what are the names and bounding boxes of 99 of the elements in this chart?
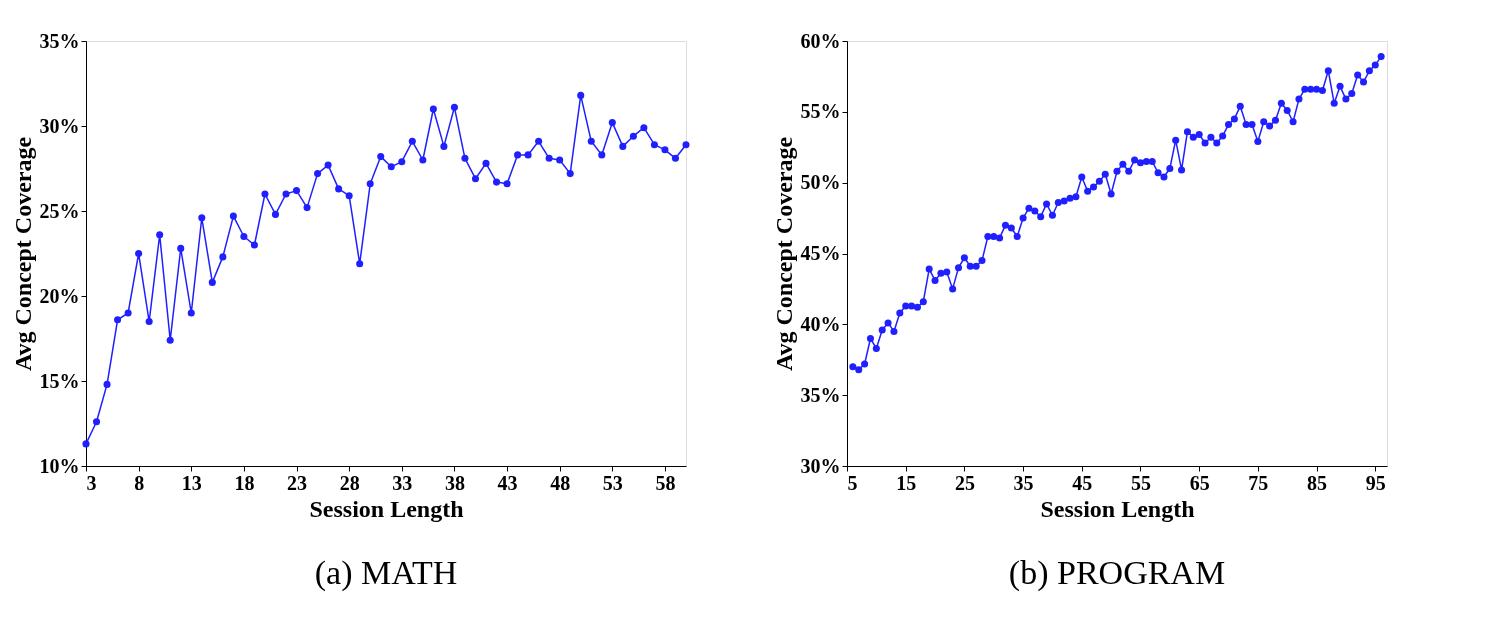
point	[398, 158, 406, 166]
x-axis-title: Session Length	[309, 495, 464, 522]
point	[335, 185, 343, 193]
point	[440, 142, 448, 150]
point	[103, 380, 111, 388]
point	[261, 190, 269, 198]
point	[177, 244, 185, 252]
point	[682, 141, 690, 149]
x-tick-label: 45	[1072, 471, 1093, 494]
point	[366, 180, 374, 188]
x-tick-label: 13	[181, 471, 202, 494]
point	[124, 309, 132, 317]
point	[324, 161, 332, 169]
x-tick-label: 58	[655, 471, 676, 494]
point	[640, 124, 648, 132]
x-tick-label: 55	[1130, 471, 1151, 494]
x-tick-label: 3	[86, 471, 97, 494]
point	[450, 103, 458, 111]
point	[377, 153, 385, 161]
point	[135, 249, 143, 258]
point	[92, 418, 101, 426]
y-tick-label: 25%	[39, 199, 80, 222]
y-tick-label: 50%	[800, 171, 841, 194]
point	[240, 232, 248, 241]
y-tick-label: 40%	[800, 312, 841, 335]
x-tick-label: 35	[1013, 471, 1034, 494]
point	[292, 187, 301, 195]
point	[219, 253, 227, 261]
point	[577, 91, 585, 99]
y-tick-label: 30%	[39, 114, 80, 137]
x-tick-label: 48	[550, 471, 571, 494]
point	[387, 163, 395, 171]
point	[314, 170, 322, 178]
y-tick-label: 55%	[800, 100, 841, 123]
x-tick-label: 53	[602, 471, 623, 494]
text: (a) MATH	[314, 554, 458, 592]
point	[524, 151, 532, 159]
point	[166, 336, 174, 344]
point	[556, 156, 564, 164]
point	[187, 309, 195, 317]
point	[229, 212, 237, 220]
point	[503, 180, 511, 188]
y-tick-label: 35%	[39, 29, 80, 52]
point	[208, 278, 216, 286]
x-tick-label: 28	[339, 471, 360, 494]
point	[198, 214, 206, 222]
point	[419, 156, 427, 164]
x-tick-label: 33	[392, 471, 413, 494]
point	[587, 137, 595, 145]
point	[408, 137, 416, 145]
point	[629, 132, 637, 140]
x-tick-label: 43	[497, 471, 518, 494]
x-tick-label: 18	[234, 471, 255, 494]
point	[471, 175, 480, 183]
point	[608, 119, 616, 127]
y-tick-label: 10%	[39, 454, 80, 477]
x-tick-label: 75	[1248, 471, 1269, 494]
point	[145, 317, 153, 326]
x-axis-title: Session Length	[1040, 495, 1195, 522]
point	[482, 159, 490, 167]
point	[250, 241, 258, 249]
point	[661, 146, 669, 154]
point	[114, 316, 122, 324]
y-tick-label: 45%	[800, 242, 841, 264]
x-tick-label: 95	[1365, 471, 1386, 494]
point	[356, 260, 364, 268]
x-tick-label: 85	[1307, 471, 1328, 494]
x-tick-label: 25	[954, 471, 975, 494]
y-axis-title: Avg Concept Coverage	[9, 136, 36, 372]
point	[650, 141, 658, 149]
point	[345, 192, 353, 200]
point	[82, 440, 90, 448]
point	[535, 137, 543, 145]
x-tick-label: 5	[847, 471, 858, 494]
point	[671, 154, 680, 162]
point	[282, 190, 290, 198]
y-axis-title: Avg Concept Coverage	[770, 136, 797, 372]
point	[619, 142, 627, 150]
x-tick-label: 8	[134, 471, 145, 494]
x-tick-label: 23	[287, 471, 308, 494]
point	[461, 154, 469, 162]
y-tick-label: 35%	[800, 383, 841, 406]
point	[545, 154, 553, 162]
text: (b) PROGRAM	[1008, 554, 1226, 592]
x-tick-label: 65	[1189, 471, 1210, 494]
y-tick-label: 30%	[800, 454, 841, 477]
point	[514, 151, 522, 159]
point	[271, 210, 280, 218]
x-tick-label: 15	[896, 471, 917, 494]
point	[492, 178, 501, 186]
y-tick-label: 15%	[39, 369, 80, 392]
y-tick-label: 60%	[800, 29, 841, 52]
point	[156, 231, 164, 239]
point	[566, 170, 574, 178]
point	[303, 204, 311, 212]
y-tick-label: 20%	[39, 284, 80, 307]
point	[598, 151, 606, 159]
point	[429, 105, 437, 113]
x-tick-label: 38	[444, 471, 465, 494]
